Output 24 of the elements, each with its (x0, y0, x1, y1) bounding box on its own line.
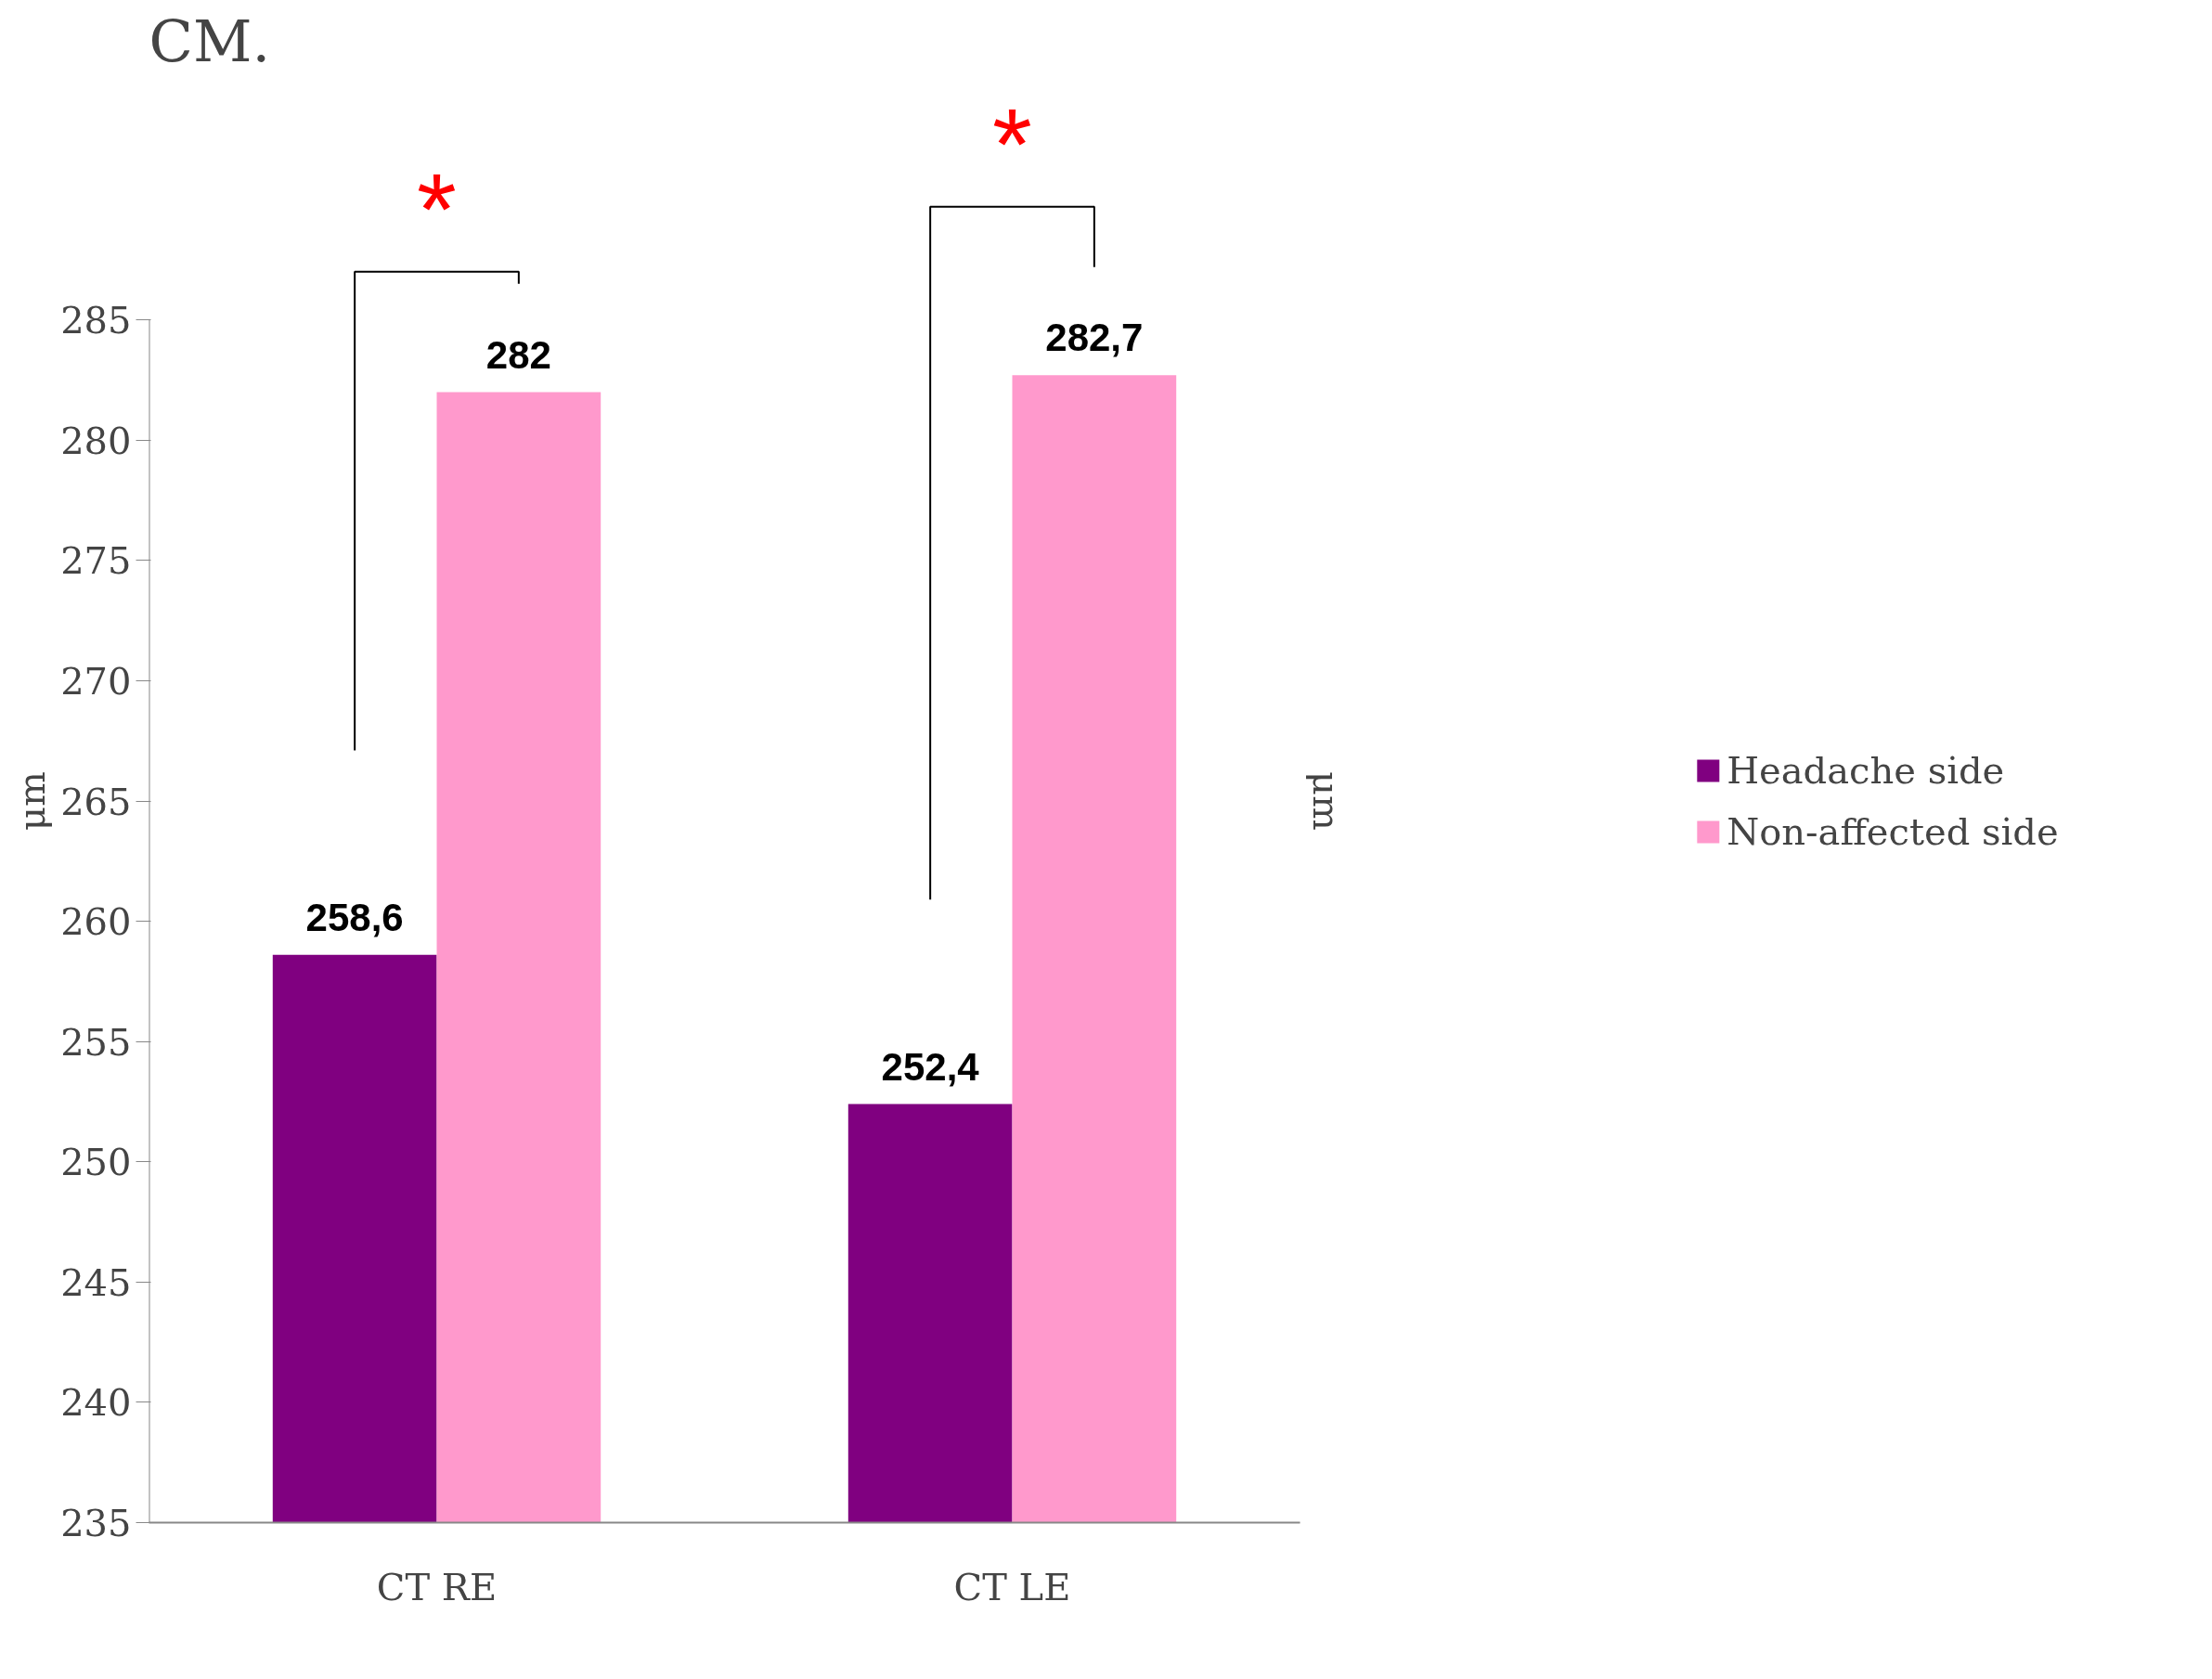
text: * (417, 151, 457, 266)
y-axis-title: μm (10, 771, 54, 831)
legend-label: Non-affected side (1727, 809, 2059, 853)
data-label: 282,7 (1045, 316, 1144, 360)
data-label: 258,6 (305, 895, 404, 939)
chart-title: CM. (149, 6, 271, 75)
text: * (992, 86, 1032, 201)
y-tick-label: 270 (60, 659, 132, 703)
x-tick-label: CT LE (953, 1565, 1071, 1608)
y-tick-label: 235 (60, 1502, 132, 1544)
data-label: 252,4 (881, 1044, 980, 1089)
y-tick-label: 280 (60, 419, 132, 462)
y-tick-label: 265 (60, 780, 132, 823)
y-tick-label: 250 (60, 1141, 132, 1184)
y-tick-label: 285 (60, 299, 132, 342)
legend-label: Headache side (1727, 748, 2005, 792)
y-tick-label: 260 (60, 900, 132, 944)
x-tick-label: CT RE (376, 1565, 498, 1608)
data-label: 282 (485, 332, 551, 377)
y-tick-label: 245 (60, 1260, 132, 1304)
text: μm (1304, 771, 1348, 831)
y-tick-label: 275 (60, 539, 132, 583)
y-tick-label: 240 (60, 1381, 132, 1425)
y-tick-label: 255 (60, 1020, 132, 1064)
